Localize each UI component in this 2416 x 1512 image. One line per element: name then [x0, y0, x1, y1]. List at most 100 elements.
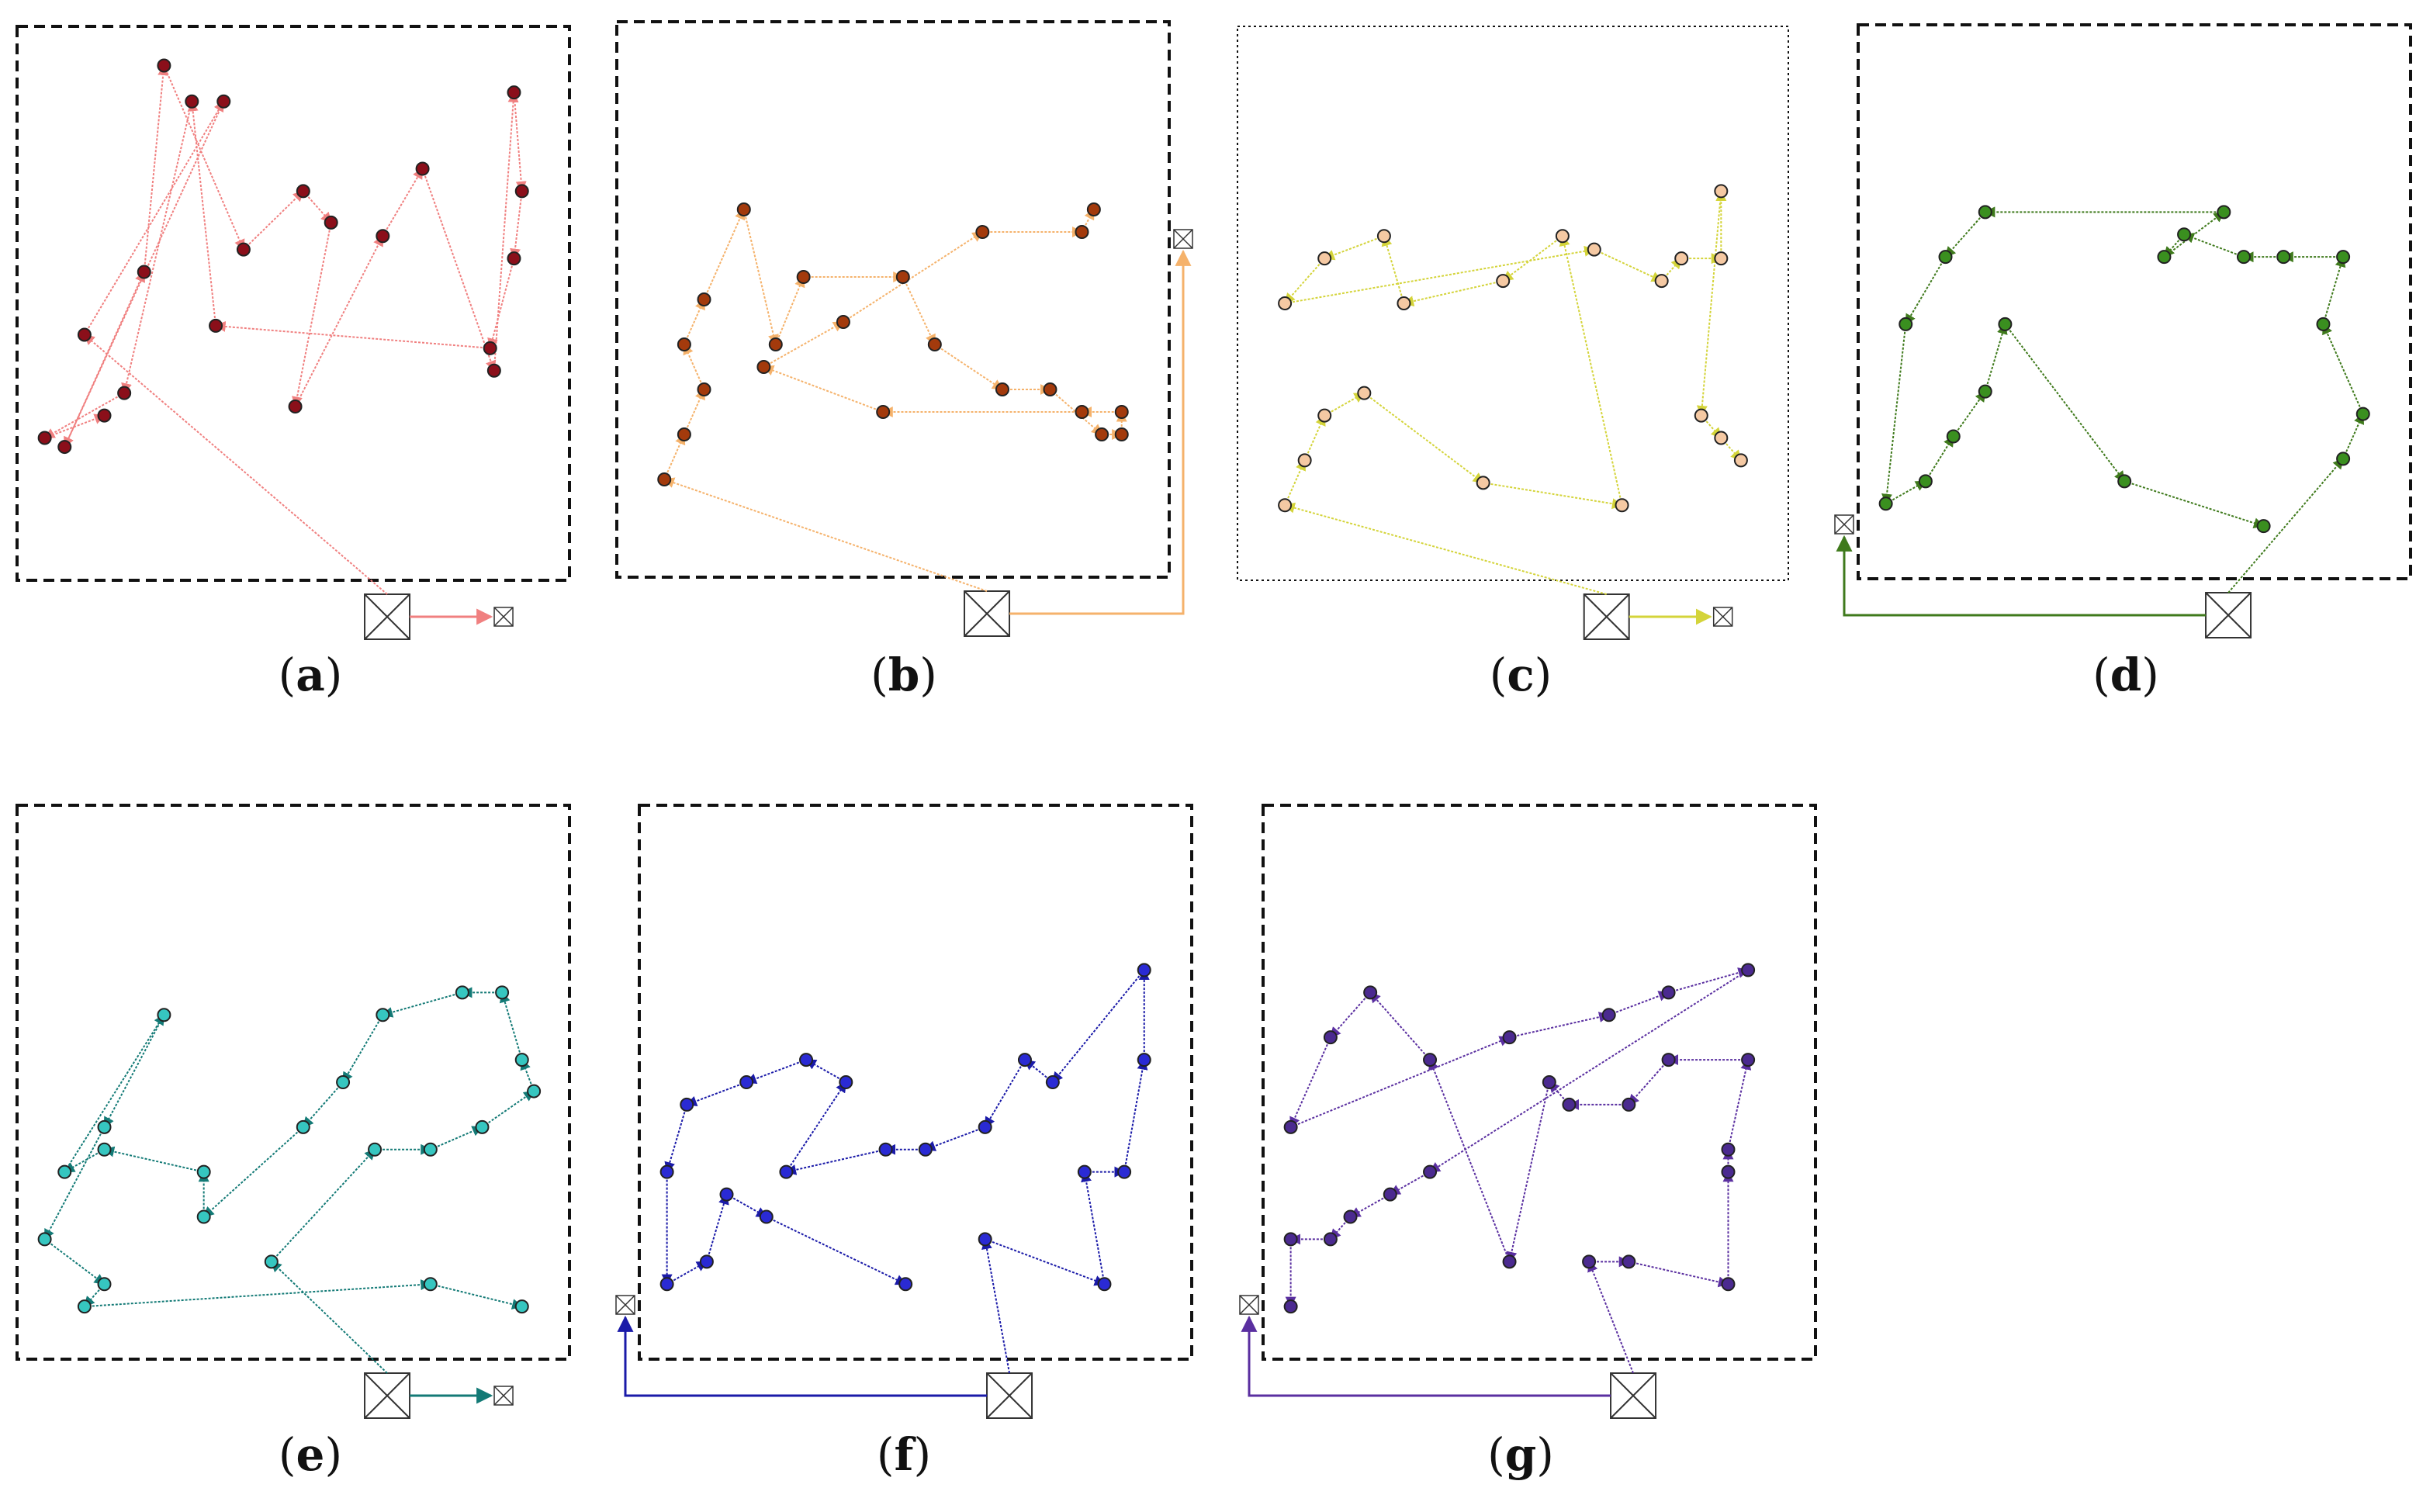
route-segment [1303, 414, 1326, 461]
region-border [615, 20, 1171, 579]
panel-caption-f: (f) [877, 1428, 931, 1481]
region-border [1262, 804, 1817, 1361]
waypoint-node [483, 341, 497, 355]
waypoint-node [1721, 1164, 1736, 1179]
route-segment [121, 101, 193, 395]
route-segment [2322, 323, 2364, 414]
panel-d: (d) [1834, 23, 2412, 701]
route-segment [44, 1238, 106, 1285]
route-segment [214, 320, 490, 349]
waypoint-node [1278, 296, 1293, 310]
route-segment [1628, 1059, 1670, 1105]
waypoint-node [1741, 963, 1756, 977]
route-segment [1881, 324, 1907, 505]
waypoint-node [2276, 250, 2291, 265]
route-segment [924, 1126, 986, 1151]
route-segment [1290, 1036, 1511, 1128]
waypoint-node [1317, 408, 1332, 423]
waypoint-node [455, 985, 469, 1000]
waypoint-node [37, 1232, 52, 1247]
waypoint-node [423, 1277, 438, 1292]
waypoint-node [1978, 205, 1992, 220]
waypoint-node [1654, 274, 1669, 289]
route-segment [1952, 390, 1986, 438]
waypoint-node [876, 405, 891, 419]
route-segment [1944, 211, 1986, 258]
depot-icon [964, 590, 1011, 637]
route-segment [84, 1279, 432, 1308]
route-segment [499, 991, 523, 1060]
route-segment [430, 1283, 524, 1310]
route-segment [1587, 1261, 1634, 1374]
waypoint-node [296, 184, 310, 199]
waypoint-node [1721, 1142, 1736, 1157]
waypoint-node [157, 1008, 171, 1022]
waypoint-node [895, 270, 910, 284]
route-segment [493, 91, 519, 371]
route-segment [1329, 991, 1371, 1039]
waypoint-node [296, 1119, 310, 1134]
waypoint-node [1938, 250, 1953, 265]
route-segment [934, 344, 1004, 390]
waypoint-node [97, 408, 112, 423]
route-segment [843, 231, 984, 323]
route-segment [163, 65, 245, 251]
route-segment [187, 100, 217, 327]
waypoint-node [157, 58, 171, 73]
waypoint-node [137, 265, 151, 279]
route-segment [2342, 413, 2365, 459]
end-icon [493, 607, 514, 627]
waypoint-node [117, 386, 132, 400]
return-leg [1836, 535, 2207, 617]
route-segment [766, 1216, 907, 1285]
waypoint-node [415, 161, 430, 176]
route-segment [1608, 991, 1670, 1016]
waypoint-node [995, 382, 1009, 396]
waypoint-node [1978, 384, 1992, 399]
waypoint-node [368, 1142, 382, 1157]
end-icon [1173, 229, 1193, 249]
waypoint-node [1363, 985, 1378, 1000]
waypoint-node [1661, 985, 1676, 1000]
waypoint-node [1137, 1053, 1151, 1067]
waypoint-node [1075, 405, 1089, 419]
region-border [16, 25, 571, 582]
route-segment [1428, 1058, 1511, 1262]
waypoint-node [514, 1053, 529, 1067]
route-segment [742, 209, 779, 346]
waypoint-node [97, 1119, 112, 1134]
region-border [638, 804, 1193, 1361]
route-segment [1428, 969, 1749, 1173]
panel-f: (f) [615, 804, 1193, 1481]
route-segment [44, 413, 106, 439]
depot-icon [2205, 592, 2252, 638]
panel-c: (c) [1237, 26, 1789, 701]
waypoint-node [264, 1254, 279, 1269]
end-icon [1239, 1295, 1259, 1315]
route-segment [1363, 392, 1484, 484]
waypoint-node [514, 1299, 529, 1314]
waypoint-node [1741, 1053, 1756, 1067]
depot-icon [986, 1372, 1033, 1419]
waypoint-node [739, 1075, 754, 1089]
waypoint-node [1423, 1164, 1438, 1179]
region-border [1857, 23, 2412, 580]
route-segment [1403, 280, 1504, 307]
route-segment [143, 64, 169, 272]
waypoint-node [1114, 405, 1129, 419]
waypoint-node [57, 440, 72, 455]
panel-caption-e: (e) [279, 1428, 342, 1481]
waypoint-node [1086, 202, 1101, 216]
route-segment [1905, 256, 1947, 326]
waypoint-node [918, 1142, 933, 1157]
waypoint-node [2316, 317, 2331, 331]
waypoint-node [37, 431, 52, 445]
waypoint-node [236, 242, 251, 257]
route-segment [342, 1014, 384, 1084]
route-segment [64, 1014, 165, 1173]
waypoint-node [1502, 1030, 1517, 1045]
end-icon [493, 1386, 514, 1406]
waypoint-node [1278, 498, 1293, 513]
waypoint-node [1733, 453, 1748, 468]
waypoint-node [376, 229, 390, 244]
